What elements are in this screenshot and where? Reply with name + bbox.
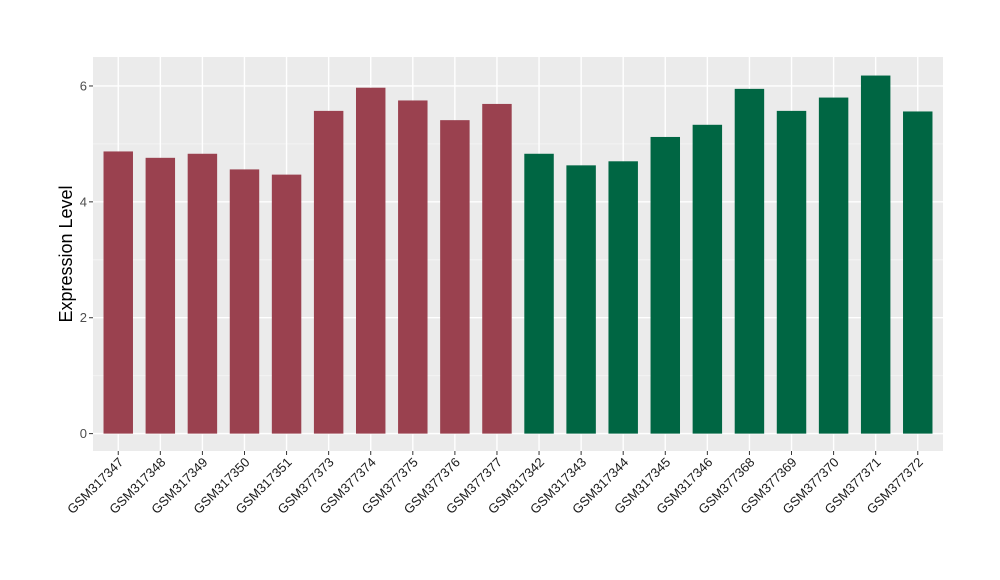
bar-GSM317351	[271, 174, 302, 434]
bar-GSM377371	[860, 75, 891, 434]
bar-GSM377372	[903, 111, 933, 434]
bar-GSM317343	[566, 165, 596, 434]
plot-panel	[93, 57, 943, 451]
bar-GSM377373	[313, 110, 344, 434]
bars	[103, 75, 933, 434]
bar-GSM317347	[103, 151, 133, 434]
bar-GSM377377	[482, 103, 512, 434]
y-axis: 0 2 4 6	[80, 78, 93, 441]
bar-GSM317346	[692, 124, 723, 434]
y-tick-label: 6	[80, 78, 87, 93]
bar-GSM377374	[355, 87, 386, 434]
bar-GSM317345	[650, 136, 681, 434]
bar-GSM377369	[776, 110, 807, 434]
bar-GSM377375	[398, 100, 428, 434]
bar-GSM317344	[608, 161, 638, 434]
bar-GSM377376	[440, 120, 470, 434]
bar-GSM377370	[818, 97, 849, 434]
y-tick-label: 0	[80, 426, 87, 441]
bar-GSM377368	[734, 88, 765, 434]
x-axis: GSM317347GSM317348GSM317349GSM317350GSM3…	[64, 451, 926, 517]
y-axis-title: Expression Level	[56, 185, 76, 322]
bar-GSM317349	[187, 153, 218, 434]
y-tick-label: 4	[80, 194, 87, 209]
y-tick-label: 2	[80, 310, 87, 325]
bar-GSM317342	[524, 153, 554, 434]
bar-GSM317348	[145, 157, 176, 434]
bar-GSM317350	[229, 169, 260, 434]
